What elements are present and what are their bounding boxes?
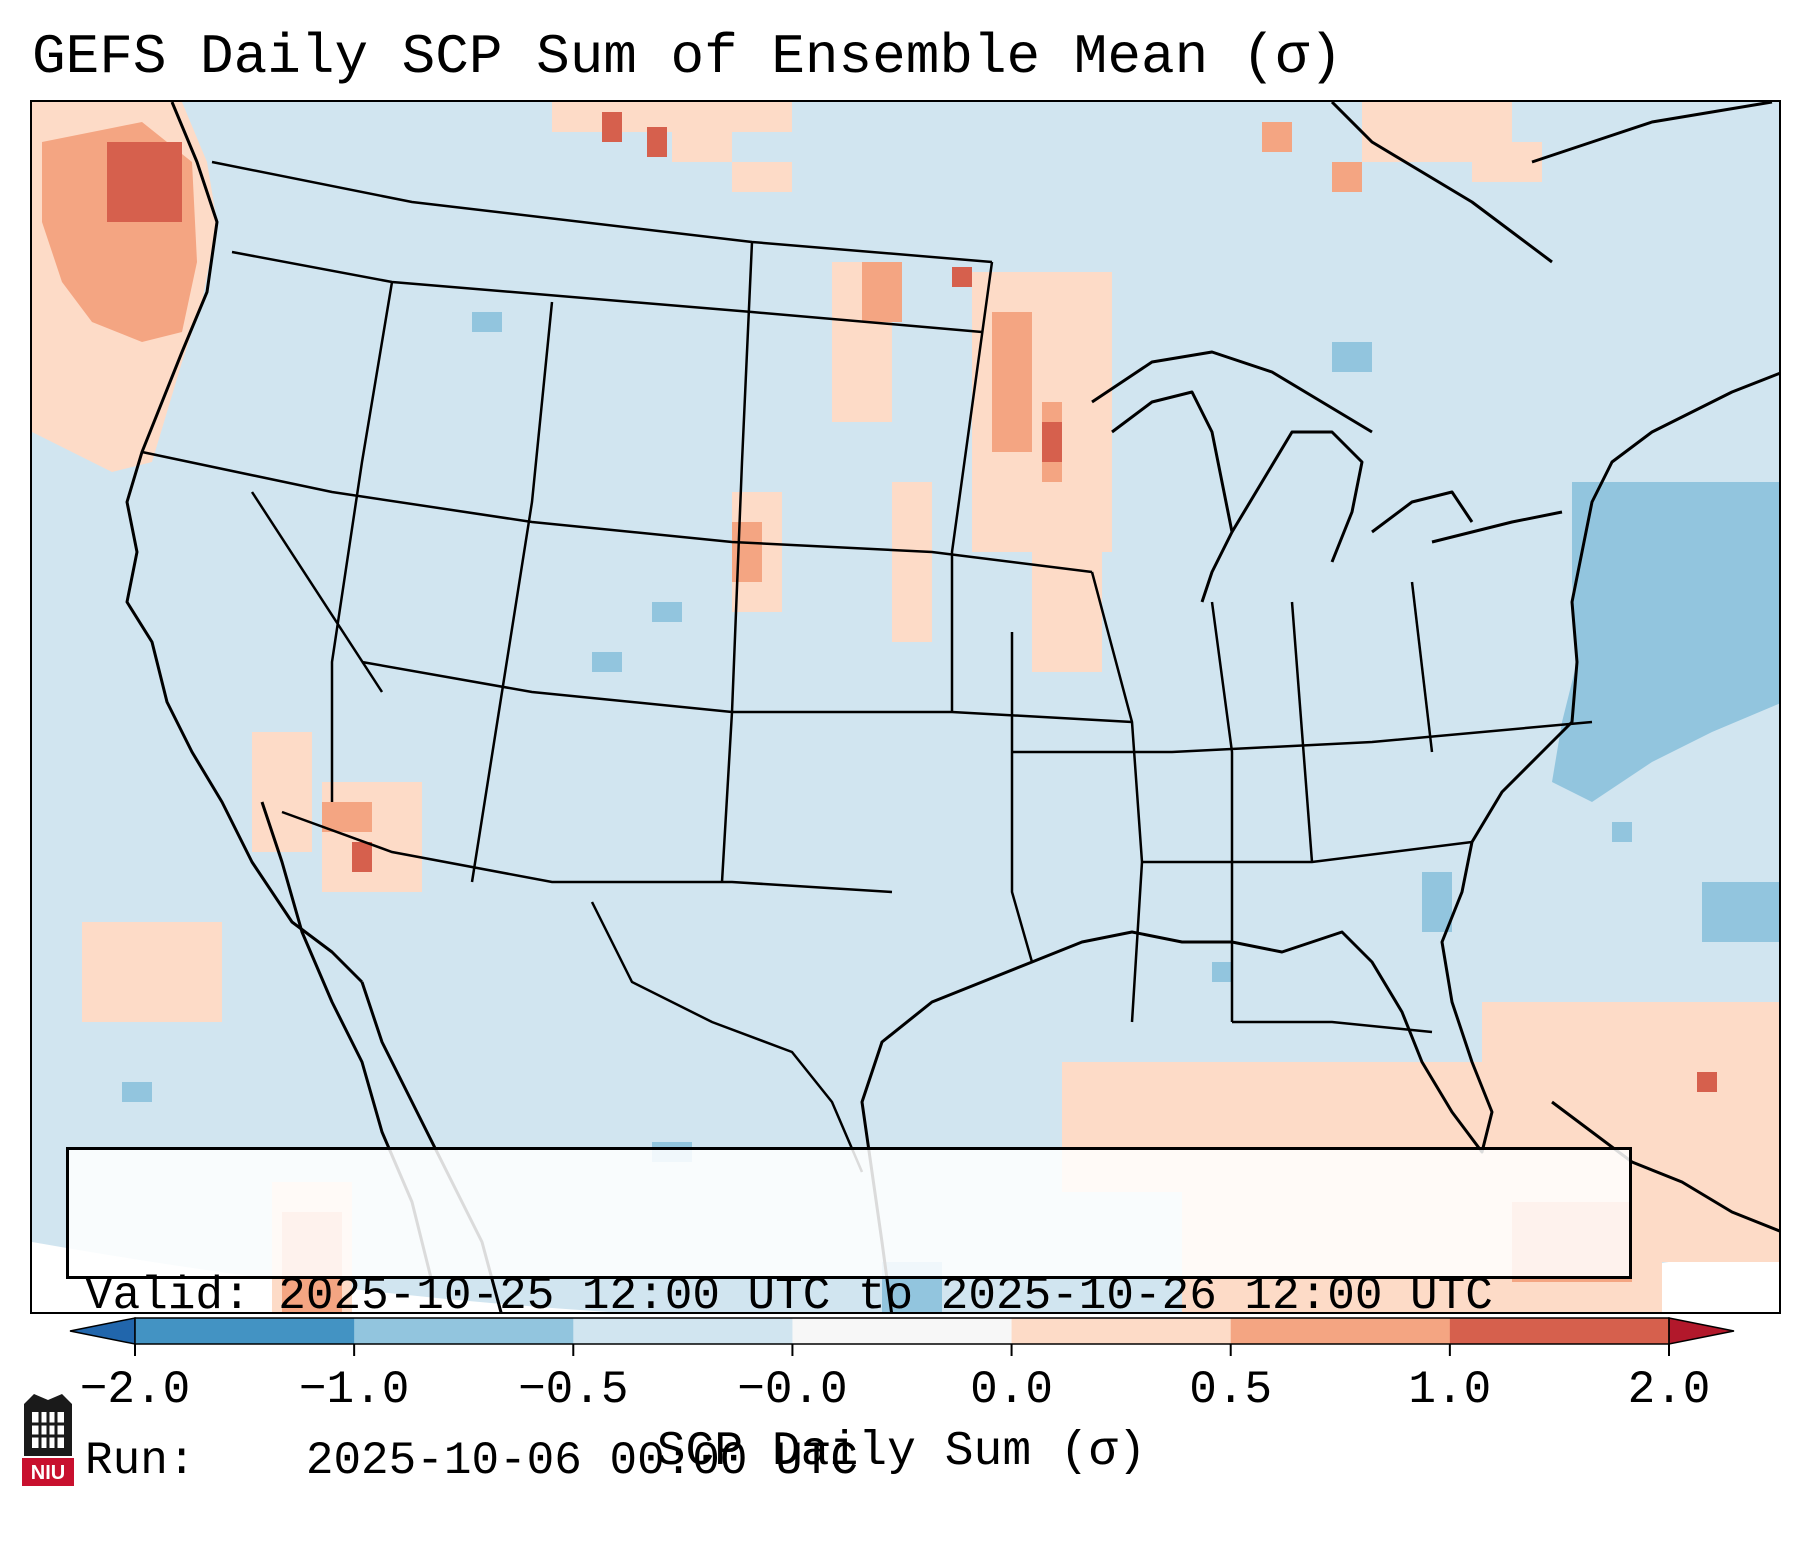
colorbar-segment <box>573 1318 793 1344</box>
colorbar-segment <box>1011 1318 1232 1344</box>
colorbar-title: SCP Daily Sum (σ) <box>656 1425 1147 1479</box>
anomaly-negative <box>122 312 1779 1312</box>
colorbar-segment <box>792 1318 1013 1344</box>
valid-run-info-box: Valid: 2025-10-25 12:00 UTC to 2025-10-2… <box>66 1147 1632 1487</box>
colorbar-extend-high <box>1668 1317 1735 1345</box>
colorbar-segment <box>135 1318 355 1344</box>
niu-logo: NIU <box>20 1390 76 1490</box>
valid-line: Valid: 2025-10-25 12:00 UTC to 2025-10-2… <box>85 1269 1617 1324</box>
logo-text: NIU <box>31 1462 65 1484</box>
anomaly-strong-positive <box>107 112 1717 1092</box>
colorbar-tick-label: −1.0 <box>298 1364 410 1416</box>
valid-value: 2025-10-25 12:00 UTC to 2025-10-26 12:00… <box>278 1270 1493 1322</box>
chart-title: GEFS Daily SCP Sum of Ensemble Mean (σ) <box>32 25 1343 89</box>
colorbar-segment <box>1230 1318 1451 1344</box>
map-canvas <box>32 102 1779 1312</box>
colorbar-tick-label: 2.0 <box>1627 1364 1711 1416</box>
map-panel <box>30 100 1781 1314</box>
run-label: Run: <box>85 1435 196 1487</box>
colorbar-outline <box>134 1317 1670 1345</box>
run-line: Run: 2025-10-06 00:00 UTC <box>85 1434 1617 1489</box>
state-borders <box>141 160 1593 1173</box>
anomaly-light-positive <box>32 102 1779 1312</box>
colorbar-tick-label: 1.0 <box>1408 1364 1492 1416</box>
run-value: 2025-10-06 00:00 UTC <box>305 1435 858 1487</box>
colorbar-tick-label: −0.0 <box>737 1364 848 1416</box>
colorbar-segment <box>1449 1318 1670 1344</box>
colorbar <box>69 1317 1735 1356</box>
colorbar-tick-label: −2.0 <box>79 1364 191 1416</box>
colorbar-tick-label: 0.0 <box>970 1364 1053 1416</box>
colorbar-tick-label: 0.5 <box>1189 1364 1273 1416</box>
valid-label: Valid: <box>85 1270 251 1322</box>
colorbar-segment <box>354 1318 574 1344</box>
colorbar-tick-label: −0.5 <box>518 1364 629 1416</box>
colorbar-svg <box>69 1317 1735 1356</box>
colorbar-extend-low <box>69 1317 136 1345</box>
